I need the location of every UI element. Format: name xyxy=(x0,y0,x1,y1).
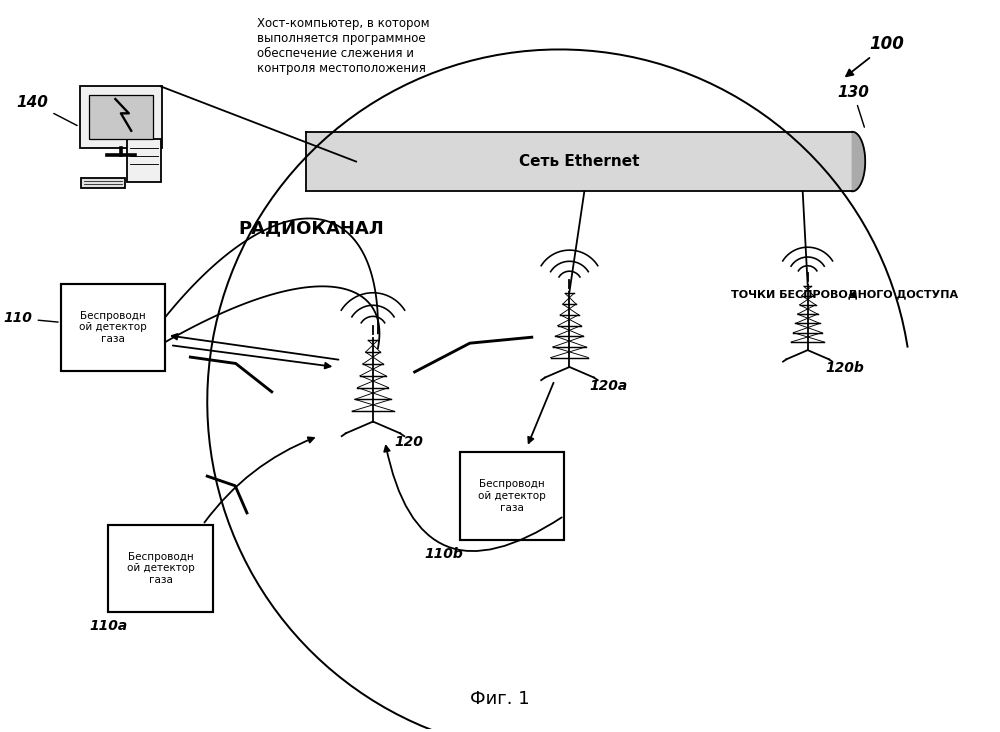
FancyBboxPatch shape xyxy=(460,452,564,539)
Text: Сеть Ethernet: Сеть Ethernet xyxy=(519,154,640,169)
FancyBboxPatch shape xyxy=(108,525,213,612)
Text: 130: 130 xyxy=(837,85,869,127)
Text: ТОЧКИ БЕСПРОВОДНОГО ДОСТУПА: ТОЧКИ БЕСПРОВОДНОГО ДОСТУПА xyxy=(731,290,958,299)
Text: РАДИОКАНАЛ: РАДИОКАНАЛ xyxy=(239,219,384,237)
FancyBboxPatch shape xyxy=(306,132,852,191)
Polygon shape xyxy=(852,132,865,191)
Text: 110: 110 xyxy=(4,311,58,325)
FancyBboxPatch shape xyxy=(81,179,125,188)
Text: 100: 100 xyxy=(846,35,904,76)
Text: Фиг. 1: Фиг. 1 xyxy=(470,690,530,709)
Text: 120: 120 xyxy=(395,435,424,449)
FancyBboxPatch shape xyxy=(61,283,165,371)
Text: 110a: 110a xyxy=(89,619,127,633)
Text: 120a: 120a xyxy=(589,379,628,393)
Text: Хост-компьютер, в котором
выполняется программное
обеспечение слежения и
контрол: Хост-компьютер, в котором выполняется пр… xyxy=(257,17,429,75)
FancyBboxPatch shape xyxy=(80,86,162,149)
Text: Беспроводн
ой детектор
газа: Беспроводн ой детектор газа xyxy=(478,479,546,512)
Text: Беспроводн
ой детектор
газа: Беспроводн ой детектор газа xyxy=(79,310,147,344)
Text: Беспроводн
ой детектор
газа: Беспроводн ой детектор газа xyxy=(127,552,194,585)
FancyBboxPatch shape xyxy=(127,139,161,182)
Text: 120b: 120b xyxy=(826,360,864,375)
Text: 110b: 110b xyxy=(425,547,463,561)
Text: 140: 140 xyxy=(17,95,77,126)
FancyBboxPatch shape xyxy=(89,95,153,139)
